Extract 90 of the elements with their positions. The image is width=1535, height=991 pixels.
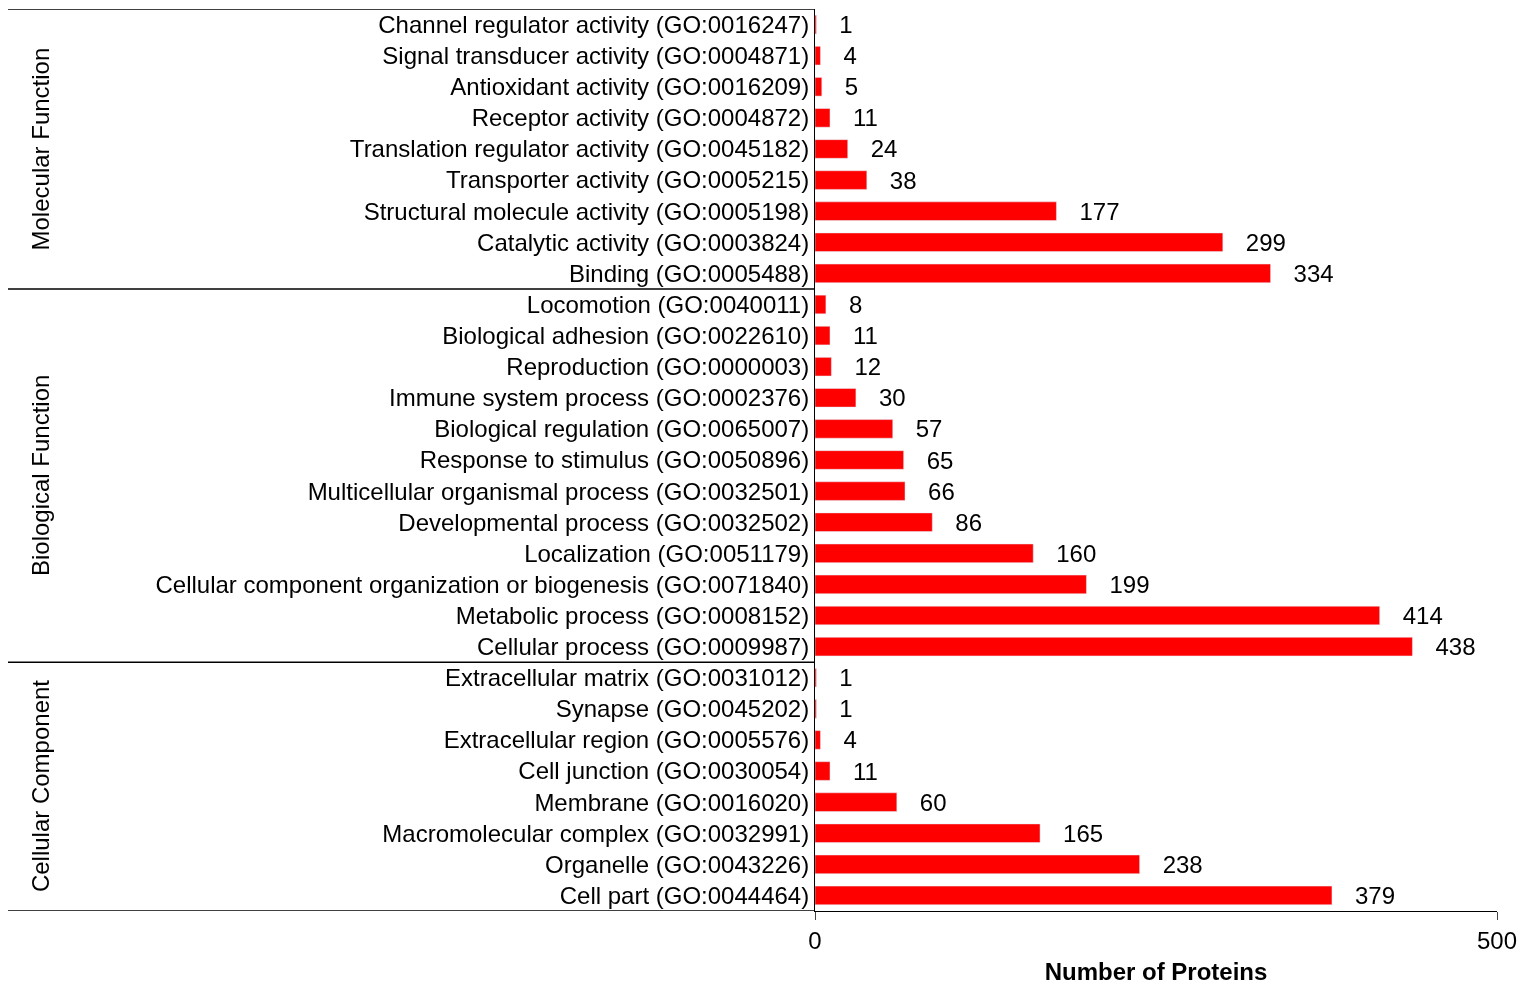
bar — [815, 823, 1041, 843]
bar — [815, 388, 857, 408]
data-label: 379 — [1334, 881, 1396, 909]
bar — [815, 605, 1380, 626]
data-label: 11 — [833, 757, 878, 785]
bar — [815, 885, 1333, 906]
data-label: 4 — [823, 726, 857, 754]
x-axis-title: Number of Proteins — [1044, 958, 1268, 986]
bar — [815, 574, 1087, 594]
data-label: 4 — [823, 42, 857, 70]
bar — [815, 730, 821, 750]
bar — [815, 170, 868, 190]
y-tick-label: Immune system process (GO:0002376) — [389, 384, 810, 412]
y-tick-label: Receptor activity (GO:0004872) — [471, 104, 810, 132]
bar — [815, 263, 1271, 283]
data-label: 438 — [1415, 633, 1476, 661]
bar — [815, 792, 898, 812]
data-label: 334 — [1273, 259, 1334, 287]
bar — [815, 139, 848, 159]
bar — [815, 201, 1057, 221]
data-label: 1 — [819, 664, 853, 692]
y-tick-label: Transporter activity (GO:0005215) — [445, 166, 810, 194]
data-label: 1 — [819, 11, 853, 39]
bar — [815, 108, 831, 128]
bar — [815, 326, 831, 346]
bar — [815, 761, 831, 781]
data-label: 414 — [1382, 602, 1443, 630]
data-label: 86 — [935, 508, 982, 536]
y-tick-label: Cell part (GO:0044464) — [559, 881, 810, 909]
data-label: 24 — [850, 135, 898, 163]
data-label: 238 — [1142, 850, 1203, 878]
data-label: 299 — [1225, 228, 1286, 256]
y-tick-label: Membrane (GO:0016020) — [534, 788, 810, 816]
y-tick-label: Binding (GO:0005488) — [569, 259, 810, 287]
bar — [815, 77, 823, 97]
y-tick-label: Catalytic activity (GO:0003824) — [477, 228, 810, 256]
y-tick-label: Metabolic process (GO:0008152) — [455, 601, 810, 629]
y-tick-label: Cellular component organization or biogenesis (GO:0071840) — [155, 570, 810, 598]
data-label: 60 — [899, 788, 947, 816]
x-tick-label: 0 — [808, 926, 822, 954]
data-label: 5 — [824, 73, 859, 101]
data-label: 1 — [819, 695, 853, 723]
bar — [815, 543, 1034, 563]
y-tick-label: Locomotion (GO:0040011) — [526, 290, 810, 318]
data-label: 12 — [834, 353, 882, 381]
y-tick-label: Extracellular matrix (GO:0031012) — [445, 664, 810, 692]
data-label: 11 — [833, 322, 878, 350]
text: Molecular Function — [26, 47, 54, 251]
y-tick-label: Cellular process (GO:0009987) — [477, 633, 810, 661]
data-label: 8 — [828, 290, 863, 318]
y-tick-label: Channel regulator activity (GO:0016247) — [378, 10, 810, 38]
data-label: 199 — [1089, 570, 1150, 598]
y-tick-label: Biological regulation (GO:0065007) — [434, 415, 810, 443]
y-tick-label: Organelle (GO:0043226) — [545, 850, 810, 878]
data-label: 177 — [1059, 197, 1120, 225]
bar — [815, 46, 821, 66]
bar — [815, 481, 906, 501]
bar — [815, 512, 933, 532]
y-tick-label: Structural molecule activity (GO:0005198) — [363, 197, 810, 225]
data-label: 57 — [895, 415, 943, 443]
y-tick-label: Response to stimulus (GO:0050896) — [419, 446, 810, 474]
y-tick-label: Cell junction (GO:0030054) — [518, 757, 810, 785]
y-tick-label: Antioxidant activity (GO:0016209) — [450, 73, 810, 101]
bar — [815, 854, 1140, 874]
y-tick-label: Translation regulator activity (GO:0045182) — [349, 135, 810, 163]
bar — [815, 232, 1224, 252]
y-tick-label: Localization (GO:0051179) — [524, 539, 810, 567]
y-tick-label: Synapse (GO:0045202) — [555, 695, 810, 723]
y-tick-label: Signal transducer activity (GO:0004871) — [382, 42, 810, 70]
y-tick-label: Macromolecular complex (GO:0032991) — [382, 819, 810, 847]
bar — [815, 637, 1413, 657]
data-label: 160 — [1036, 539, 1097, 567]
data-label: 165 — [1043, 819, 1104, 847]
data-label: 38 — [869, 166, 917, 194]
bar — [815, 450, 904, 470]
data-label: 30 — [858, 384, 906, 412]
x-tick-label: 500 — [1476, 926, 1518, 954]
bar — [815, 357, 832, 377]
bar — [815, 419, 893, 439]
text: Cellular Component — [26, 679, 54, 893]
y-tick-label: Reproduction (GO:0000003) — [506, 353, 810, 381]
y-tick-label: Extracellular region (GO:0005576) — [443, 726, 810, 754]
y-tick-label: Multicellular organismal process (GO:0032501) — [307, 477, 810, 505]
y-tick-label: Biological adhesion (GO:0022610) — [442, 321, 810, 349]
bar — [815, 294, 827, 315]
y-tick-label: Developmental process (GO:0032502) — [398, 508, 810, 536]
data-label: 65 — [906, 446, 954, 474]
data-label: 11 — [833, 104, 878, 132]
text: Biological Function — [26, 374, 54, 577]
data-label: 66 — [908, 477, 955, 505]
